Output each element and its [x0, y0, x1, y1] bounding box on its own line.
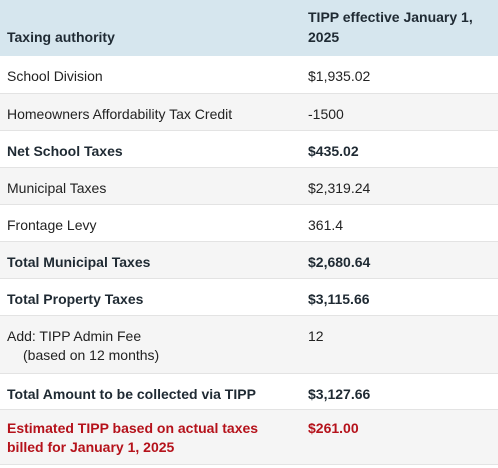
row-value: $1,935.02	[301, 56, 498, 94]
table-row: Net School Taxes $435.02	[0, 130, 498, 168]
table-row: Homeowners Affordability Tax Credit -150…	[0, 93, 498, 131]
row-value: $2,680.64	[301, 241, 498, 279]
table-row: Frontage Levy 361.4	[0, 204, 498, 242]
table-row: Total Property Taxes $3,115.66	[0, 278, 498, 316]
row-label-main: Add: TIPP Admin Fee	[7, 327, 142, 344]
table-row: Total Amount to be collected via TIPP $3…	[0, 373, 498, 410]
table-row: Add: TIPP Admin Fee (based on 12 months)…	[0, 315, 498, 374]
row-value: 361.4	[301, 204, 498, 242]
table-row: School Division $1,935.02	[0, 56, 498, 94]
row-label: School Division	[0, 56, 301, 94]
row-label: Estimated TIPP based on actual taxes bil…	[0, 409, 301, 465]
row-value: $2,319.24	[301, 167, 498, 205]
row-label: Add: TIPP Admin Fee (based on 12 months)	[0, 315, 301, 374]
table-header-row: Taxing authority TIPP effective January …	[0, 0, 498, 56]
row-label: Municipal Taxes	[0, 167, 301, 205]
table-row-estimate: Estimated TIPP based on actual taxes bil…	[0, 409, 498, 465]
row-value: 12	[301, 315, 498, 374]
header-taxing-authority: Taxing authority	[0, 0, 301, 56]
row-label: Net School Taxes	[0, 130, 301, 168]
row-value: -1500	[301, 93, 498, 131]
row-label-sub: (based on 12 months)	[23, 346, 160, 363]
row-value: $261.00	[301, 409, 498, 465]
row-value: $435.02	[301, 130, 498, 168]
row-value: $3,127.66	[301, 373, 498, 410]
row-label: Total Municipal Taxes	[0, 241, 301, 279]
row-label: Total Property Taxes	[0, 278, 301, 316]
table-row: Total Municipal Taxes $2,680.64	[0, 241, 498, 279]
header-tipp-effective: TIPP effective January 1, 2025	[301, 0, 498, 56]
row-label: Total Amount to be collected via TIPP	[0, 373, 301, 410]
row-value: $3,115.66	[301, 278, 498, 316]
row-label: Frontage Levy	[0, 204, 301, 242]
table-row: Municipal Taxes $2,319.24	[0, 167, 498, 205]
row-label: Homeowners Affordability Tax Credit	[0, 93, 301, 131]
